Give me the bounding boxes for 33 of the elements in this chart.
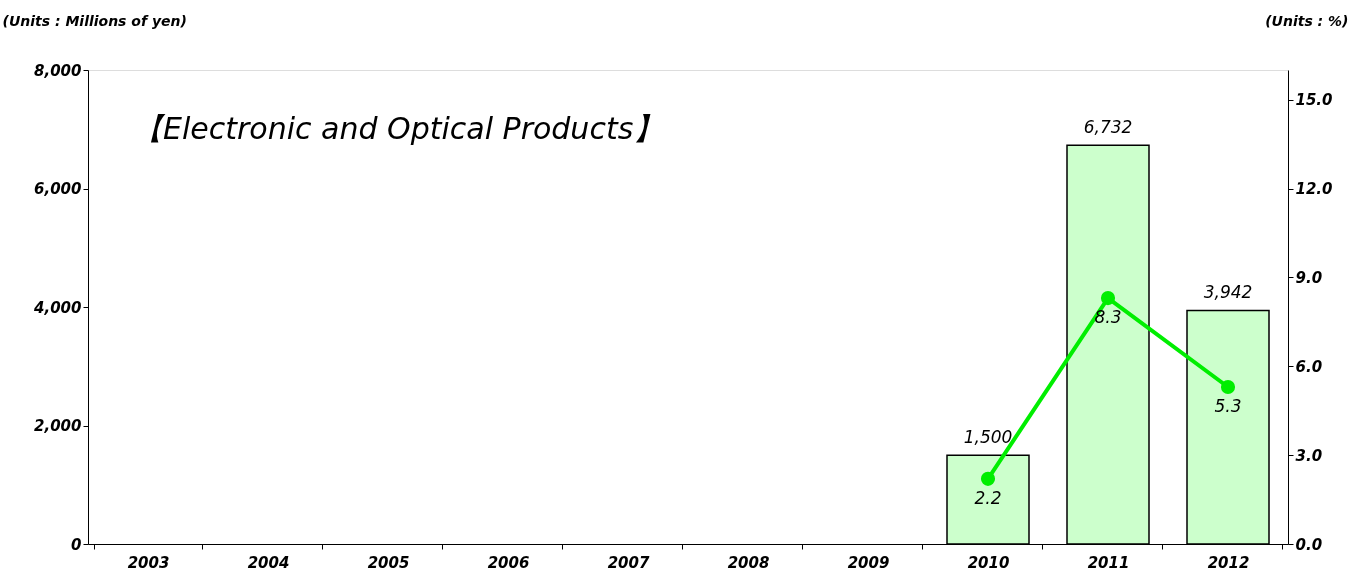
- y2-axis-title: (Units : %): [1265, 12, 1349, 29]
- data-label: 1,500: [963, 427, 1013, 448]
- y2-tick-label: 9.0: [1295, 268, 1323, 287]
- data-label: 3,942: [1203, 282, 1253, 303]
- x-tick-label: 2011: [1087, 553, 1130, 572]
- x-tick-label: 2012: [1207, 553, 1250, 572]
- point: [980, 471, 996, 486]
- data-label: 6,732: [1083, 117, 1133, 138]
- x-tick-label: 2009: [847, 553, 890, 572]
- x-tick-label: 2008: [727, 553, 770, 572]
- y-axis-title: (Units : Millions of yen): [2, 12, 187, 29]
- x-tick-label: 2006: [487, 553, 530, 572]
- y-tick-label: 8,000: [34, 61, 82, 80]
- y2-tick-label: 0.0: [1295, 535, 1323, 554]
- y-tick-label: 4,000: [33, 298, 82, 317]
- data-label: 2.2: [974, 487, 1002, 508]
- point: [1100, 291, 1116, 306]
- x-tick-label: 2007: [607, 553, 650, 572]
- point: [1220, 379, 1236, 395]
- y-tick-label: 2,000: [34, 417, 82, 435]
- x-tick-label: 2004: [247, 553, 290, 572]
- text: 【Electronic and Optical Products】: [133, 111, 664, 146]
- y2-tick-label: 12.0: [1295, 180, 1333, 198]
- y2-tick-label: 6.0: [1295, 357, 1323, 376]
- y2-tick-label: 3.0: [1295, 446, 1323, 465]
- y-tick-label: 0: [71, 535, 82, 554]
- x-tick-label: 2010: [967, 553, 1010, 572]
- data-label: 5.3: [1214, 395, 1242, 416]
- y-tick-label: 6,000: [34, 180, 82, 198]
- x-tick-label: 2005: [367, 553, 410, 572]
- data-label: 8.3: [1094, 307, 1122, 328]
- x-tick-label: 2003: [127, 553, 170, 572]
- y2-tick-label: 15.0: [1295, 91, 1333, 110]
